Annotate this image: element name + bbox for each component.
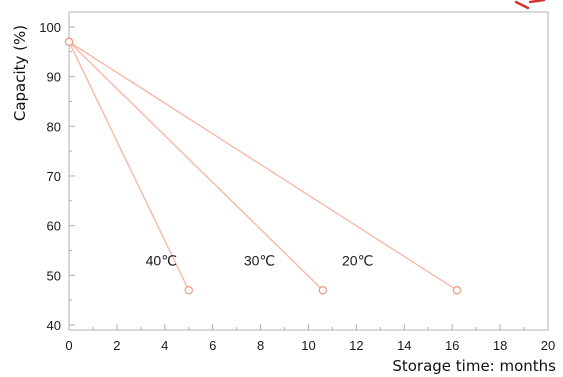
corner-accent-mark [514,0,546,10]
y-tick-label: 100 [39,20,61,35]
x-tick-label: 14 [397,338,411,353]
series-point [184,286,193,295]
y-axis-title: Capacity (%) [11,25,29,121]
x-tick-label: 12 [349,338,363,353]
x-axis-ticks: 0 2 4 6 8 10 12 14 16 18 20 [65,324,555,353]
plot-border [68,11,549,331]
series-line-2 [68,41,458,291]
x-tick-label: 6 [209,338,216,353]
series-point [452,286,462,295]
x-tick-label: 16 [445,338,459,353]
y-tick-label: 90 [47,70,61,85]
corner-accent-stroke [514,0,546,10]
x-tick-label: 8 [257,338,264,353]
series-label: 30℃ [244,252,275,268]
series-lines [68,41,458,291]
y-tick-label: 80 [47,119,61,134]
y-tick-label: 70 [47,169,61,184]
y-tick-label: 40 [47,318,61,333]
y-tick-label: 60 [47,219,61,234]
x-tick-label: 4 [161,338,168,353]
series-label: 20℃ [342,252,373,268]
x-tick-label: 18 [493,338,507,353]
series-line-1 [68,41,324,291]
x-tick-label: 10 [301,338,315,353]
x-axis-title: Storage time: months [392,357,556,375]
series-point [64,37,74,47]
series-labels: 40℃ 30℃ 20℃ [146,252,374,268]
y-tick-label: 50 [47,268,61,283]
y-axis-ticks: 40 50 60 70 80 90 100 [39,20,75,333]
x-tick-label: 2 [113,338,120,353]
plot-frame [68,11,549,331]
x-tick-label: 20 [541,338,555,353]
series-label: 40℃ [146,252,177,268]
series-point [318,286,328,295]
x-tick-label: 0 [65,338,72,353]
series-markers [64,37,462,295]
series-line-0 [68,41,190,291]
